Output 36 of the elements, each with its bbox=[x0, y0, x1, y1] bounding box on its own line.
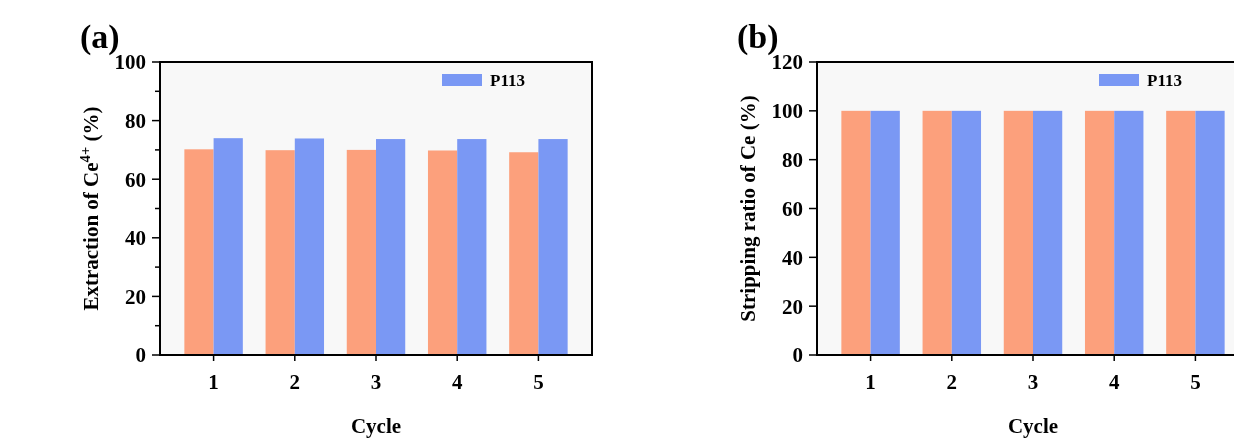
x-tick-label: 3 bbox=[1027, 370, 1039, 394]
bar bbox=[265, 150, 295, 355]
x-tick-label: 4 bbox=[1108, 370, 1120, 394]
x-tick-label: 2 bbox=[289, 370, 301, 394]
x-axis-title: Cycle bbox=[350, 414, 402, 438]
y-tick-label: 0 bbox=[792, 343, 803, 368]
x-axis-title: Cycle bbox=[1007, 414, 1059, 438]
y-tick-label: 80 bbox=[782, 148, 803, 173]
y-tick-label: 20 bbox=[125, 284, 146, 309]
y-tick-label: 80 bbox=[125, 108, 146, 133]
y-tick-label: 40 bbox=[125, 226, 146, 251]
legend-label: P113 bbox=[490, 70, 525, 90]
x-tick-label: 4 bbox=[451, 370, 463, 394]
x-tick-label: 2 bbox=[946, 370, 958, 394]
bar bbox=[427, 150, 458, 355]
y-tick-label: 20 bbox=[782, 294, 803, 319]
x-tick-label: 5 bbox=[533, 370, 544, 394]
bar bbox=[509, 152, 539, 355]
y-tick-label: 0 bbox=[135, 343, 146, 368]
bar bbox=[294, 138, 325, 355]
y-tick-label: 100 bbox=[771, 99, 803, 124]
bar bbox=[346, 149, 376, 355]
x-tick-label: 1 bbox=[208, 370, 219, 394]
bar bbox=[538, 139, 568, 355]
bar bbox=[184, 149, 214, 355]
legend-label: P113 bbox=[1147, 70, 1182, 90]
bar bbox=[457, 139, 487, 355]
bar bbox=[376, 139, 406, 355]
y-tick-label: 60 bbox=[125, 167, 146, 192]
bar bbox=[213, 138, 243, 355]
x-tick-label: 5 bbox=[1190, 370, 1201, 394]
y-axis-title: Stripping ratio of Ce (%) bbox=[736, 95, 760, 322]
y-tick-label: 40 bbox=[782, 245, 803, 270]
x-tick-label: 3 bbox=[370, 370, 382, 394]
x-tick-label: 1 bbox=[865, 370, 876, 394]
y-tick-label: 60 bbox=[782, 196, 803, 221]
